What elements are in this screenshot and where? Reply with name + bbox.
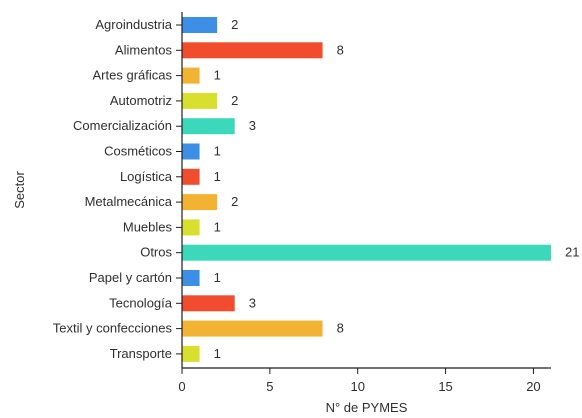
x-tick-label: 15 [438, 379, 452, 394]
x-tick-label: 20 [526, 379, 540, 394]
category-label: Logística [120, 169, 173, 184]
category-label: Alimentos [115, 42, 173, 57]
bar [182, 143, 200, 160]
bar [182, 17, 218, 33]
bar-value-label: 2 [231, 93, 238, 108]
category-label: Otros [140, 245, 172, 260]
category-label: Artes gráficas [93, 68, 173, 83]
bar-value-label: 1 [214, 68, 221, 83]
category-label: Textil y confecciones [53, 321, 173, 336]
category-label: Metalmecánica [85, 194, 173, 209]
bar-value-label: 1 [214, 219, 221, 234]
bar [182, 118, 235, 135]
bar [182, 295, 235, 312]
x-tick-label: 5 [266, 379, 273, 394]
bar [182, 320, 323, 337]
bar [182, 270, 200, 286]
bar-value-label: 2 [231, 17, 238, 32]
bar [182, 194, 218, 211]
category-label: Tecnología [109, 295, 173, 310]
bar [182, 244, 551, 261]
category-label: Papel y cartón [89, 270, 172, 285]
bar [182, 67, 200, 84]
bar-value-label: 2 [231, 194, 238, 209]
category-label: Automotriz [110, 93, 172, 108]
y-axis-label: Sector [12, 171, 27, 209]
x-tick-label: 10 [350, 379, 364, 394]
bar-value-label: 3 [249, 118, 256, 133]
category-label: Cosméticos [104, 144, 172, 159]
category-label: Transporte [110, 346, 172, 361]
bar-value-label: 3 [249, 295, 256, 310]
bar-value-label: 21 [565, 245, 579, 260]
bar [182, 92, 218, 109]
bar [182, 168, 200, 185]
bar-value-label: 8 [337, 42, 344, 57]
bar-value-label: 1 [214, 144, 221, 159]
category-label: Comercialización [73, 118, 172, 133]
x-axis-label: N° de PYMES [326, 400, 408, 415]
bar [182, 219, 200, 236]
axes-layer: Agroindustria Alimentos Artes gráficas Auto… [53, 12, 551, 394]
bar-value-label: 1 [214, 169, 221, 184]
category-label: Muebles [123, 219, 173, 234]
x-tick-label: 0 [178, 379, 185, 394]
bar [182, 345, 200, 362]
category-label: Agroindustria [95, 17, 172, 32]
bar [182, 42, 323, 59]
bar-value-label: 1 [214, 270, 221, 285]
bar-value-label: 1 [214, 346, 221, 361]
bar-value-label: 8 [337, 321, 344, 336]
